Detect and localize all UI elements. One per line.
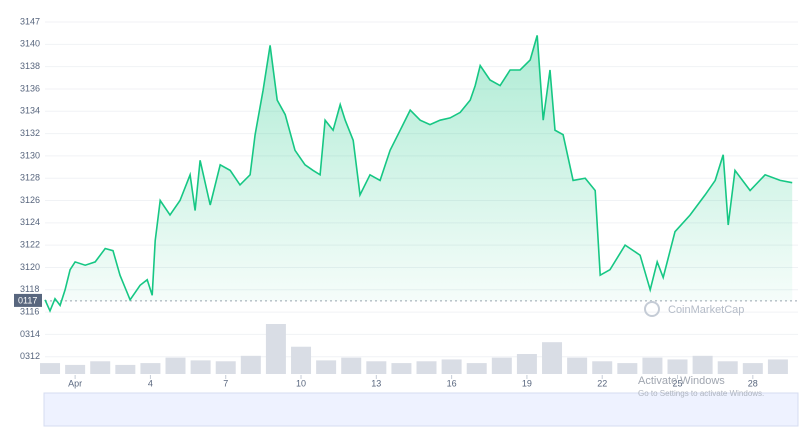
volume-bar bbox=[717, 361, 738, 374]
volume-bar bbox=[316, 360, 337, 374]
volume-bar bbox=[592, 361, 613, 374]
price-area bbox=[45, 35, 793, 311]
y-tick-label: 3126 bbox=[20, 195, 40, 205]
volume-bar bbox=[215, 361, 236, 374]
y-tick-label: 3122 bbox=[20, 240, 40, 250]
x-tick-label: 16 bbox=[447, 378, 457, 388]
volume-bar bbox=[115, 364, 136, 374]
x-tick-label: 28 bbox=[748, 378, 758, 388]
y-tick-label: 3118 bbox=[20, 284, 39, 294]
volume-bar bbox=[391, 363, 412, 374]
current-price-box bbox=[14, 293, 42, 307]
volume-bar bbox=[441, 359, 462, 374]
volume-bar bbox=[542, 342, 563, 374]
volume-bar bbox=[516, 354, 537, 374]
volume-bar bbox=[416, 361, 437, 374]
x-tick-label: 13 bbox=[371, 378, 381, 388]
volume-bar bbox=[341, 357, 362, 374]
volume-bar bbox=[567, 357, 588, 374]
y-tick-label: 3138 bbox=[20, 61, 40, 71]
volume-bar bbox=[491, 357, 512, 374]
volume-bar bbox=[742, 363, 763, 374]
y-tick-label: 3136 bbox=[20, 83, 40, 93]
volume-bar bbox=[90, 361, 111, 374]
watermark-logo bbox=[644, 301, 660, 317]
volume-bar bbox=[140, 363, 161, 374]
volume-bar bbox=[692, 355, 713, 374]
volume-bar bbox=[265, 324, 286, 374]
current-price-label: 0117 bbox=[18, 295, 37, 305]
volume-bar bbox=[642, 357, 663, 374]
volume-bar bbox=[65, 364, 86, 374]
y-tick-label: 3140 bbox=[20, 39, 40, 49]
volume-bar bbox=[667, 359, 688, 374]
x-tick-label: 22 bbox=[597, 378, 607, 388]
y-tick-label: 0312 bbox=[20, 351, 40, 361]
y-tick-label: 3132 bbox=[20, 128, 40, 138]
volume-bar bbox=[190, 360, 211, 374]
volume-bar bbox=[165, 357, 186, 374]
x-tick-label: 10 bbox=[296, 378, 306, 388]
plot: 3147 3140 3138 3136 3134 3132 3130 3128 3126 3124… bbox=[14, 16, 798, 425]
y-tick-label: 3147 bbox=[20, 16, 40, 26]
activation-title: Activate Windows bbox=[638, 375, 725, 387]
price-line bbox=[44, 35, 793, 313]
y-tick-label: 3120 bbox=[20, 262, 40, 272]
x-tick-label: 4 bbox=[148, 378, 153, 388]
volume-bar bbox=[240, 355, 261, 374]
y-tick-label: 3128 bbox=[20, 173, 40, 183]
volume-bar bbox=[767, 359, 788, 374]
y-tick-label: 3124 bbox=[20, 217, 40, 227]
y-tick-label: 3130 bbox=[20, 150, 40, 160]
watermark: CoinMarketCap bbox=[668, 304, 744, 316]
y-tick-label: 3116 bbox=[20, 306, 39, 316]
volume-bar bbox=[291, 346, 312, 374]
volume-bar bbox=[617, 363, 638, 374]
navigator[interactable] bbox=[43, 392, 799, 427]
x-tick-label: 19 bbox=[522, 378, 532, 388]
y-tick-label: 0314 bbox=[20, 329, 40, 339]
volume-bar bbox=[40, 363, 61, 374]
volume-bar bbox=[466, 363, 487, 374]
y-tick-label: 3134 bbox=[20, 106, 40, 116]
activation-note: Go to Settings to activate Windows. bbox=[638, 389, 764, 398]
x-tick-label: Apr bbox=[68, 378, 82, 388]
volume-bar bbox=[366, 361, 387, 374]
x-tick-label: 7 bbox=[223, 378, 228, 388]
x-tick-label: 25 bbox=[673, 378, 683, 388]
